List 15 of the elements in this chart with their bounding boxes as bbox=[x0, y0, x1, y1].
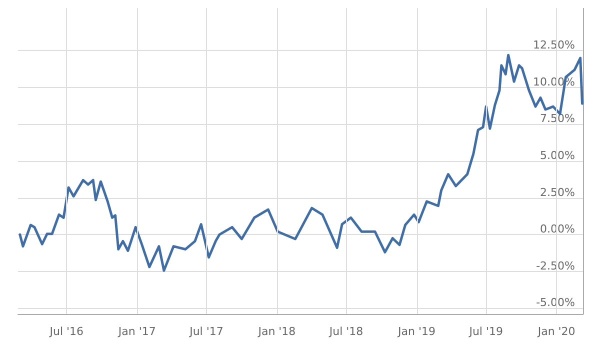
y-tick-label: 7.50% bbox=[540, 112, 575, 126]
x-tick-label: Jan '19 bbox=[397, 325, 436, 338]
y-tick-label: -2.50% bbox=[536, 259, 575, 272]
y-tick-label: 5.00% bbox=[540, 149, 575, 162]
y-tick-label: 2.50% bbox=[540, 186, 575, 199]
y-tick-label: -5.00% bbox=[536, 296, 575, 310]
x-tick-label: Jan '20 bbox=[536, 325, 576, 338]
y-tick-label: 0.00% bbox=[540, 222, 575, 236]
x-tick-label: Jul '16 bbox=[48, 325, 84, 338]
x-tick-label: Jul '18 bbox=[328, 325, 364, 338]
x-tick-label: Jan '18 bbox=[257, 325, 296, 338]
x-tick-label: Jan '17 bbox=[117, 325, 156, 338]
x-tick-label: Jul '17 bbox=[188, 325, 224, 338]
y-tick-label: 12.50% bbox=[533, 38, 575, 52]
x-tick-label: Jul '19 bbox=[468, 325, 503, 338]
